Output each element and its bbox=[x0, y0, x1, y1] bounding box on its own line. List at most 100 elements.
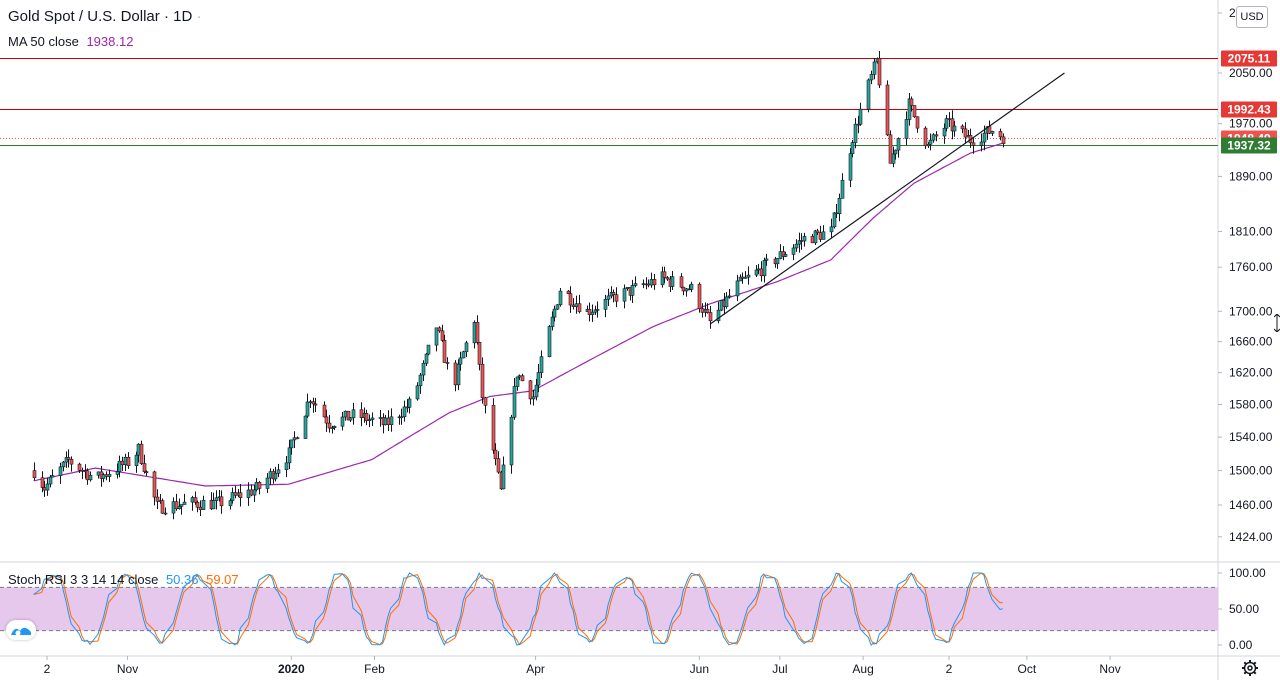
candle[interactable] bbox=[952, 120, 957, 137]
candle[interactable] bbox=[821, 225, 826, 240]
stoch-d-line[interactable] bbox=[33, 572, 1003, 646]
candle[interactable] bbox=[445, 357, 450, 370]
candle[interactable] bbox=[101, 473, 106, 483]
candle[interactable] bbox=[743, 271, 748, 279]
candle[interactable] bbox=[195, 500, 200, 513]
candle[interactable] bbox=[117, 455, 122, 478]
candle[interactable] bbox=[590, 304, 595, 322]
candle[interactable] bbox=[139, 440, 144, 465]
candle[interactable] bbox=[397, 414, 402, 425]
candle[interactable] bbox=[716, 301, 721, 324]
candle[interactable] bbox=[778, 244, 783, 260]
candle[interactable] bbox=[684, 287, 689, 297]
candle[interactable] bbox=[971, 137, 976, 154]
time-axis[interactable]: 2 Nov 2020 Feb Apr Jun Jul Aug 2 Oct Nov bbox=[44, 656, 1121, 676]
candle[interactable] bbox=[689, 281, 694, 293]
candle[interactable] bbox=[764, 253, 769, 266]
candle[interactable] bbox=[284, 455, 289, 478]
price-axis[interactable]: 2 2050.00 1970.00 1890.00 1810.00 1760.00 1700… bbox=[1218, 6, 1277, 544]
candle[interactable] bbox=[998, 128, 1003, 141]
candle[interactable] bbox=[641, 279, 646, 289]
candle[interactable] bbox=[174, 493, 179, 511]
tradingview-logo-icon[interactable] bbox=[6, 620, 36, 640]
candle[interactable] bbox=[378, 410, 383, 427]
candle[interactable] bbox=[480, 357, 485, 404]
price-level-tag[interactable]: 2075.11 bbox=[1221, 50, 1277, 67]
candle[interactable] bbox=[885, 80, 890, 136]
candle[interactable] bbox=[144, 470, 149, 476]
candle[interactable] bbox=[960, 124, 965, 134]
candle[interactable] bbox=[477, 341, 482, 371]
candle[interactable] bbox=[501, 456, 506, 490]
candle[interactable] bbox=[595, 301, 600, 318]
candle[interactable] bbox=[840, 173, 845, 199]
candle[interactable] bbox=[383, 414, 388, 426]
candle[interactable] bbox=[120, 456, 125, 471]
candle[interactable] bbox=[424, 353, 429, 367]
candle[interactable] bbox=[254, 478, 259, 492]
candle[interactable] bbox=[869, 70, 874, 85]
candle[interactable] bbox=[346, 410, 351, 421]
candle[interactable] bbox=[402, 400, 407, 422]
candle[interactable] bbox=[818, 225, 823, 243]
candle[interactable] bbox=[644, 277, 649, 290]
candle[interactable] bbox=[934, 131, 939, 142]
candle[interactable] bbox=[872, 58, 877, 80]
candle[interactable] bbox=[866, 78, 871, 113]
candle[interactable] bbox=[681, 286, 686, 296]
candle[interactable] bbox=[555, 304, 560, 310]
candle[interactable] bbox=[633, 276, 638, 288]
candle[interactable] bbox=[848, 148, 853, 188]
candle[interactable] bbox=[273, 466, 278, 482]
price-level-tag[interactable]: 1992.43 bbox=[1221, 101, 1277, 118]
candle[interactable] bbox=[367, 414, 372, 428]
candle[interactable] bbox=[230, 487, 235, 504]
candle[interactable] bbox=[268, 468, 273, 485]
candle[interactable] bbox=[193, 491, 198, 505]
candle[interactable] bbox=[303, 415, 308, 439]
candle[interactable] bbox=[907, 92, 912, 126]
candle[interactable] bbox=[509, 414, 514, 474]
candle[interactable] bbox=[679, 273, 684, 289]
candle[interactable] bbox=[257, 480, 262, 495]
candle[interactable] bbox=[348, 417, 353, 423]
candle[interactable] bbox=[190, 495, 195, 511]
candle[interactable] bbox=[810, 233, 815, 244]
candle[interactable] bbox=[947, 112, 952, 128]
candle[interactable] bbox=[327, 414, 332, 433]
candle[interactable] bbox=[233, 486, 238, 499]
candle[interactable] bbox=[96, 471, 101, 479]
candle[interactable] bbox=[155, 489, 160, 510]
candle[interactable] bbox=[198, 500, 203, 516]
candle[interactable] bbox=[558, 288, 563, 307]
candle[interactable] bbox=[418, 372, 423, 394]
ma-legend[interactable]: MA 50 close 1938.12 bbox=[8, 34, 133, 49]
candle[interactable] bbox=[794, 239, 799, 252]
candle[interactable] bbox=[453, 360, 458, 392]
candle[interactable] bbox=[491, 398, 496, 454]
candle[interactable] bbox=[979, 133, 984, 152]
candle[interactable] bbox=[740, 272, 745, 284]
candle[interactable] bbox=[700, 303, 705, 318]
candle[interactable] bbox=[483, 396, 488, 414]
symbol-legend[interactable]: Gold Spot / U.S. Dollar · 1D · bbox=[8, 8, 201, 25]
candle[interactable] bbox=[552, 305, 557, 322]
candle[interactable] bbox=[142, 454, 147, 474]
candle[interactable] bbox=[888, 130, 893, 164]
candle[interactable] bbox=[458, 351, 463, 371]
candle[interactable] bbox=[85, 468, 90, 485]
candle[interactable] bbox=[313, 397, 318, 413]
candle[interactable] bbox=[305, 393, 310, 418]
candle[interactable] bbox=[461, 350, 466, 359]
candle[interactable] bbox=[791, 244, 796, 261]
candle[interactable] bbox=[652, 273, 657, 290]
candle[interactable] bbox=[858, 102, 863, 126]
candle[interactable] bbox=[177, 498, 182, 510]
candle[interactable] bbox=[434, 327, 439, 352]
candle[interactable] bbox=[735, 274, 740, 302]
candle[interactable] bbox=[252, 484, 257, 502]
candle[interactable] bbox=[171, 497, 176, 520]
candle[interactable] bbox=[912, 105, 917, 118]
candle[interactable] bbox=[547, 325, 552, 358]
candle[interactable] bbox=[603, 294, 608, 318]
